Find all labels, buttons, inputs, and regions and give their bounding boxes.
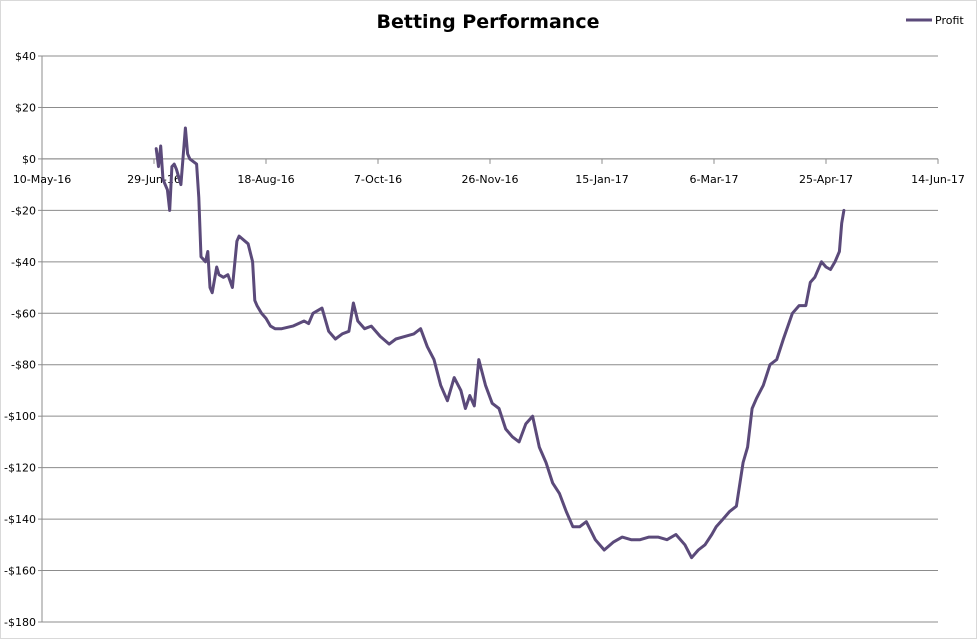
- legend: Profit: [906, 14, 964, 27]
- x-tick-label: 18-Aug-16: [237, 173, 294, 186]
- y-tick-label: -$60: [11, 307, 36, 320]
- x-tick-label: 26-Nov-16: [461, 173, 518, 186]
- y-axis-ticks: $40 $20 $0 -$20 -$40 -$60 -$80 -$100 -$120 -$140 -…: [4, 50, 42, 629]
- legend-label: Profit: [935, 14, 964, 27]
- y-tick-label: $0: [22, 153, 36, 166]
- y-tick-label: $40: [15, 50, 36, 63]
- y-tick-label: -$20: [11, 204, 36, 217]
- y-tick-label: -$100: [4, 410, 36, 423]
- series-line-profit: [154, 126, 846, 560]
- y-tick-label: -$140: [4, 513, 36, 526]
- y-tick-label: -$120: [4, 462, 36, 475]
- y-tick-label: -$160: [4, 565, 36, 578]
- y-tick-label: $20: [15, 101, 36, 114]
- x-tick-label: 25-Apr-17: [799, 173, 853, 186]
- x-tick-label: 29-Jun-16: [127, 173, 181, 186]
- x-tick-label: 6-Mar-17: [690, 173, 739, 186]
- y-tick-label: -$180: [4, 616, 36, 629]
- x-tick-label: 14-Jun-17: [911, 173, 965, 186]
- series-layer: [154, 126, 846, 560]
- chart-title: Betting Performance: [377, 11, 600, 33]
- x-tick-label: 7-Oct-16: [354, 173, 402, 186]
- y-tick-label: -$40: [11, 256, 36, 269]
- x-tick-label: 15-Jan-17: [575, 173, 629, 186]
- y-tick-label: -$80: [11, 359, 36, 372]
- x-tick-label: 10-May-16: [13, 173, 71, 186]
- x-axis-ticks: 10-May-16 29-Jun-16 18-Aug-16 7-Oct-16 26-No…: [13, 158, 965, 186]
